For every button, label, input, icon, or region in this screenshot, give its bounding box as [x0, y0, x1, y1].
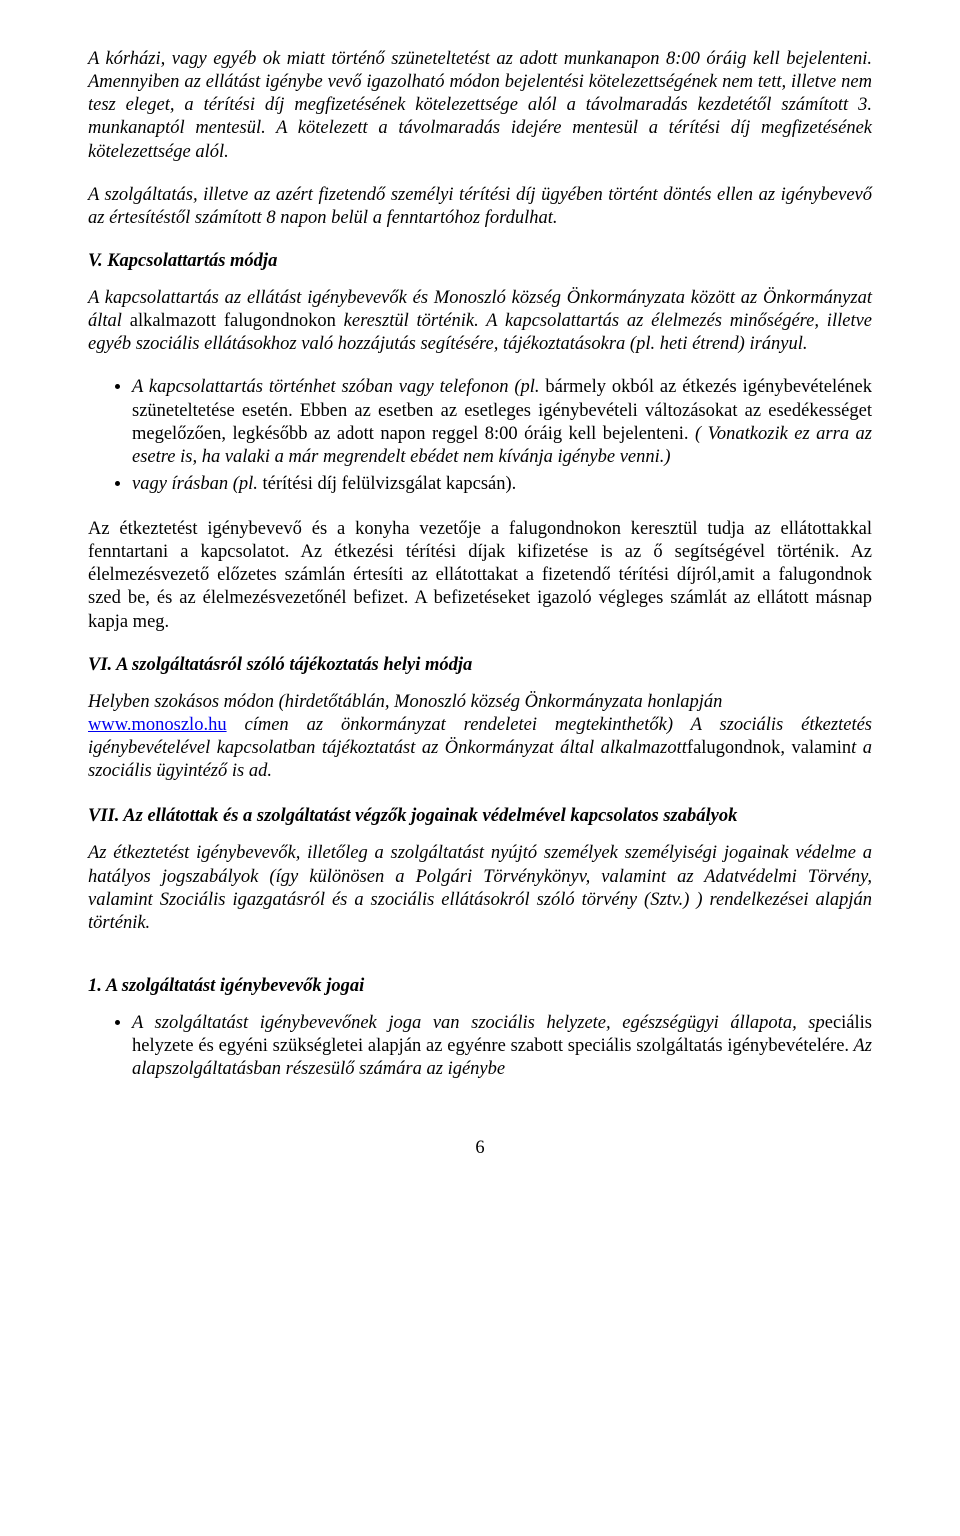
paragraph-contact-1: A kapcsolattartás az ellátást igénybevev…: [88, 287, 872, 356]
heading-v: V. Kapcsolattartás módja: [88, 250, 872, 273]
text-span: vagy írásban (pl.: [132, 474, 258, 494]
list-item: vagy írásban (pl. térítési díj felülvizs…: [132, 473, 872, 496]
list-item: A szolgáltatást igénybevevőnek joga van …: [132, 1012, 872, 1081]
paragraph-appeal: A szolgáltatás, illetve az azért fizeten…: [88, 184, 872, 230]
paragraph-info: Helyben szokásos módon (hirdetőtáblán, M…: [88, 691, 872, 784]
website-link[interactable]: www.monoszlo.hu: [88, 715, 227, 735]
text-span: falugondnok, valamin: [687, 738, 851, 758]
list-item: A kapcsolattartás történhet szóban vagy …: [132, 376, 872, 469]
text-span: A szolgáltatást igénybevevőnek joga van …: [132, 1013, 825, 1033]
paragraph-rights: Az étkeztetést igénybevevők, illetőleg a…: [88, 842, 872, 935]
text-span: be, és az élelmezésvezetőnél befizet.: [128, 588, 415, 608]
rights-bullet-list: A szolgáltatást igénybevevőnek joga van …: [88, 1012, 872, 1081]
contact-bullet-list: A kapcsolattartás történhet szóban vagy …: [88, 376, 872, 496]
text-span: napon reggel 8:00 óráig kell bejelenteni…: [380, 424, 695, 444]
text-span: Helyben szokásos módon (hirdetőtáblán, M…: [88, 692, 722, 712]
heading-vii: VII. Az ellátottak és a szolgáltatást vé…: [88, 805, 872, 828]
text-span: térítési díj felülvizsgálat kapcsán).: [258, 474, 516, 494]
text-span: alkalmazott falugondnokon: [122, 311, 344, 331]
subheading-1: 1. A szolgáltatást igénybevevők jogai: [88, 975, 872, 998]
paragraph-intro: A kórházi, vagy egyéb ok miatt történő s…: [88, 48, 872, 164]
text-span: A kapcsolattartás történhet szóban vagy …: [132, 377, 540, 397]
document-page: A kórházi, vagy egyéb ok miatt történő s…: [0, 0, 960, 1536]
paragraph-meals: Az étkeztetést igénybevevő és a konyha v…: [88, 518, 872, 634]
page-number: 6: [88, 1137, 872, 1160]
heading-vi: VI. A szolgáltatásról szóló tájékoztatás…: [88, 654, 872, 677]
text-span: . Az étkezési térítési díjak kifizetése …: [285, 542, 851, 562]
